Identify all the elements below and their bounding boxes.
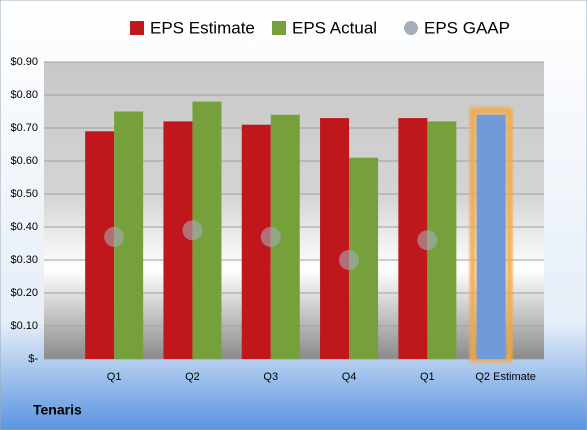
y-tick-label: $- xyxy=(28,353,38,365)
bar xyxy=(476,114,506,359)
y-tick-label: $0.50 xyxy=(10,188,38,200)
legend-marker xyxy=(130,21,144,35)
y-tick-label: $0.80 xyxy=(10,89,38,101)
legend-marker xyxy=(404,21,418,35)
gaap-marker xyxy=(182,220,203,241)
x-tick-label: Q1 xyxy=(107,371,122,383)
y-tick-label: $0.10 xyxy=(10,320,38,332)
y-tick-label: $0.70 xyxy=(10,122,38,134)
gaap-marker xyxy=(260,226,281,247)
y-tick-label: $0.40 xyxy=(10,221,38,233)
bar xyxy=(163,121,193,360)
y-tick-label: $0.90 xyxy=(10,56,38,68)
gaap-marker xyxy=(339,250,360,270)
gaap-marker xyxy=(104,226,125,247)
x-tick-label: Q4 xyxy=(342,371,357,383)
caption: Tenaris xyxy=(33,402,82,418)
x-tick-label: Q3 xyxy=(263,371,278,383)
y-tick-label: $0.60 xyxy=(10,155,38,167)
legend-marker xyxy=(272,21,286,35)
legend-label: EPS GAAP xyxy=(424,18,510,37)
y-tick-label: $0.30 xyxy=(10,254,38,266)
gaap-marker xyxy=(417,230,438,251)
x-tick-label: Q2 xyxy=(185,371,200,383)
legend-label: EPS Estimate xyxy=(150,18,255,37)
legend-label: EPS Actual xyxy=(292,18,377,37)
x-tick-label: Q2 Estimate xyxy=(475,371,536,383)
bar xyxy=(320,118,350,359)
x-tick-label: Q1 xyxy=(420,371,435,383)
y-tick-label: $0.20 xyxy=(10,287,38,299)
